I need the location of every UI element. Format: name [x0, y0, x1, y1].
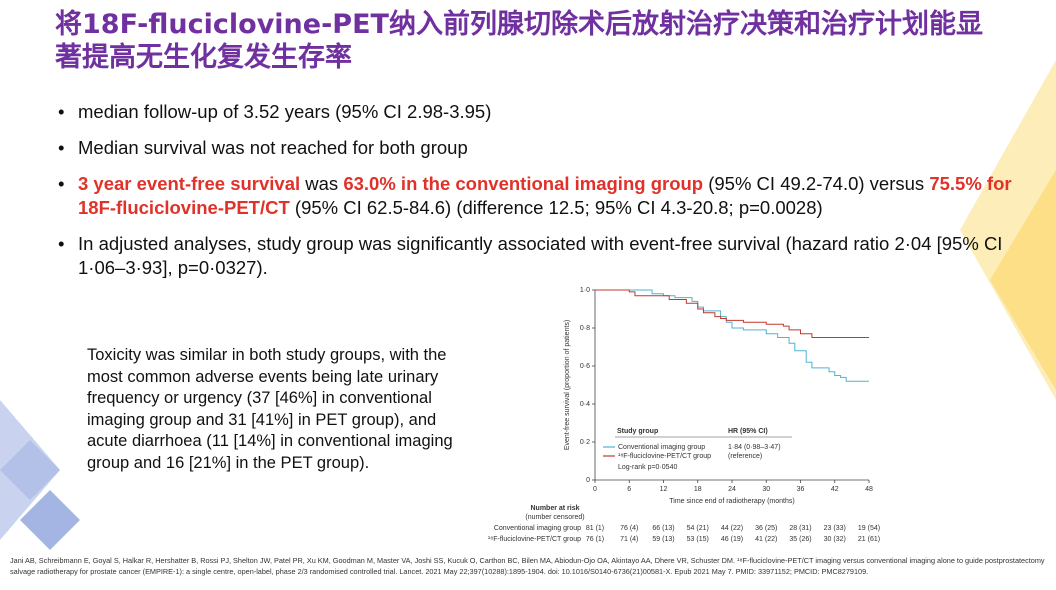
risk-value: 54 (21) — [687, 525, 709, 532]
risk-value: 21 (61) — [858, 536, 880, 543]
logrank: Log-rank p=0·0540 — [618, 464, 677, 471]
legend-hr: 1·84 (0·98–3·47) — [728, 444, 781, 451]
x-axis-label: Time since end of radiotherapy (months) — [669, 498, 794, 505]
y-tick-label: 1·0 — [580, 287, 590, 294]
decor-diamond — [20, 490, 80, 550]
risk-value: 44 (22) — [721, 525, 743, 532]
highlight-text: 75.5% for 18F-fluciclovine-PET/CT — [78, 173, 1012, 218]
risk-value: 46 (19) — [721, 536, 743, 543]
risk-value: 35 (26) — [789, 536, 811, 543]
bullet-text: was — [300, 173, 344, 194]
bullet-text: In adjusted analyses, study group was si… — [78, 233, 1003, 278]
risk-value: 59 (13) — [652, 536, 674, 543]
x-tick-label: 6 — [627, 486, 631, 493]
y-tick-label: 0·4 — [580, 401, 590, 408]
decor-triangle — [990, 170, 1056, 390]
risk-value: 28 (31) — [789, 525, 811, 532]
y-tick-label: 0·8 — [580, 325, 590, 332]
legend-label: ¹⁸F-fluciclovine-PET/CT group — [618, 453, 711, 460]
x-tick-label: 30 — [762, 486, 770, 493]
risk-label: ¹⁸F-fluciclovine-PET/CT group — [488, 536, 581, 543]
bullet: median follow-up of 3.52 years (95% CI 2… — [58, 100, 1013, 124]
bullet: Median survival was not reached for both… — [58, 136, 1013, 160]
risk-subtitle: (number censored) — [525, 514, 584, 521]
risk-value: 36 (25) — [755, 525, 777, 532]
x-tick-label: 0 — [593, 486, 597, 493]
risk-value: 19 (54) — [858, 525, 880, 532]
bullet: 3 year event-free survival was 63.0% in … — [58, 172, 1013, 220]
x-tick-label: 12 — [660, 486, 668, 493]
risk-value: 76 (4) — [620, 525, 638, 532]
legend-hr-title: HR (95% CI) — [728, 428, 768, 435]
km-chart: 0 0·2 0·4 0·6 0·8 1·0 0 6 12 18 24 30 36 42 48 Time sin… — [488, 287, 880, 543]
risk-value: 41 (22) — [755, 536, 777, 543]
risk-value: 81 (1) — [586, 525, 604, 532]
bullet-text: median follow-up of 3.52 years (95% CI 2… — [78, 101, 492, 122]
risk-value: 23 (33) — [824, 525, 846, 532]
x-tick-label: 18 — [694, 486, 702, 493]
toxicity-text: Toxicity was similar in both study group… — [87, 346, 453, 472]
risk-value: 53 (15) — [687, 536, 709, 543]
legend-title: Study group — [617, 428, 658, 435]
bullet: In adjusted analyses, study group was si… — [58, 232, 1013, 280]
x-tick-label: 48 — [865, 486, 873, 493]
y-axis-label: Event-free survival (proportion of patie… — [564, 320, 571, 450]
risk-value: 66 (13) — [652, 525, 674, 532]
x-tick-label: 42 — [831, 486, 839, 493]
risk-label: Conventional imaging group — [494, 525, 581, 532]
highlight-text: 63.0% in the conventional imaging group — [343, 173, 704, 194]
bullet-text: Median survival was not reached for both… — [78, 137, 468, 158]
x-tick-label: 24 — [728, 486, 736, 493]
bullet-text: (95% CI 62.5-84.6) (difference 12.5; 95%… — [289, 197, 823, 218]
y-tick-label: 0·2 — [580, 439, 590, 446]
km-curve — [595, 289, 869, 382]
reference: Jani AB, Schreibmann E, Goyal S, Halkar … — [10, 556, 1045, 576]
y-tick-label: 0·6 — [580, 363, 590, 370]
y-tick-label: 0 — [586, 477, 590, 484]
bullet-text: (95% CI 49.2-74.0) versus — [703, 173, 930, 194]
risk-title: Number at risk — [530, 505, 579, 512]
x-tick-label: 36 — [797, 486, 805, 493]
bullet-list: median follow-up of 3.52 years (95% CI 2… — [58, 100, 1013, 292]
legend-hr: (reference) — [728, 453, 762, 460]
risk-value: 30 (32) — [824, 536, 846, 543]
decor-diamond — [0, 440, 60, 500]
risk-value: 76 (1) — [586, 536, 604, 543]
legend-label: Conventional imaging group — [618, 444, 705, 451]
km-curve — [595, 289, 869, 338]
highlight-text: 3 year event-free survival — [78, 173, 301, 194]
risk-value: 71 (4) — [620, 536, 638, 543]
slide-title: 将18F-fluciclovine-PET纳入前列腺切除术后放射治疗决策和治疗计… — [55, 9, 983, 73]
